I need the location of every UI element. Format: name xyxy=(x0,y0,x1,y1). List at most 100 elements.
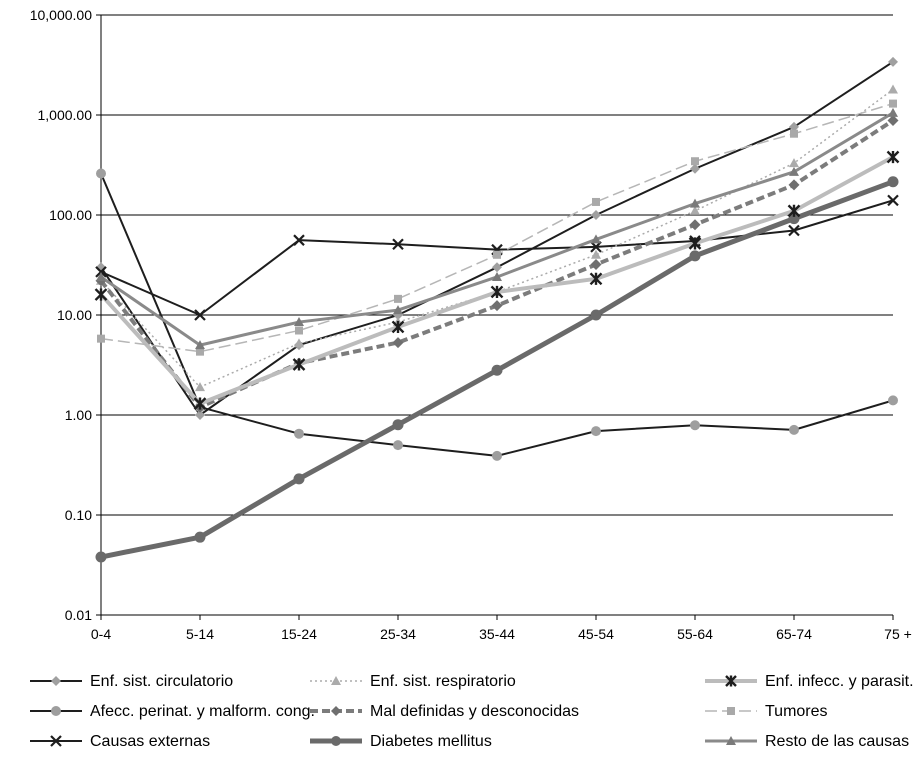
data-point xyxy=(788,213,800,225)
data-point xyxy=(789,424,799,435)
data-point xyxy=(690,420,700,431)
data-point xyxy=(591,249,601,259)
legend-label: Enf. sist. circulatorio xyxy=(90,673,233,690)
data-point xyxy=(394,294,402,303)
data-point xyxy=(592,197,600,206)
series-5 xyxy=(95,176,899,563)
legend-label: Resto de las causas xyxy=(765,733,909,750)
x-tick-label: 15-24 xyxy=(281,626,317,642)
data-point xyxy=(195,340,205,350)
x-tick-label: 65-74 xyxy=(776,626,812,642)
data-point xyxy=(492,450,502,461)
series-3 xyxy=(96,84,898,392)
data-point xyxy=(888,84,898,94)
legend-marker xyxy=(726,736,736,745)
data-point xyxy=(789,166,799,176)
data-point xyxy=(591,234,601,244)
data-point xyxy=(492,271,502,281)
x-tick-label: 35-44 xyxy=(479,626,515,642)
data-point xyxy=(691,157,699,166)
legend-label: Tumores xyxy=(765,703,828,720)
series-7 xyxy=(97,99,897,356)
legend-item: Enf. sist. respiratorio xyxy=(310,673,516,690)
x-tick-label: 45-54 xyxy=(578,626,614,642)
legend-item: Tumores xyxy=(705,703,828,720)
axes: 10,000.00 1,000.00 100.00 10.00 1.00 0.10 0.01… xyxy=(30,7,912,642)
data-point xyxy=(393,305,403,315)
data-point xyxy=(690,163,700,174)
legend-marker xyxy=(331,676,341,685)
data-point xyxy=(888,395,898,406)
data-point xyxy=(492,262,502,273)
data-point xyxy=(292,358,306,371)
legend-item: Enf. infecc. y parasit. xyxy=(705,673,914,690)
data-point xyxy=(293,473,305,485)
series-layer xyxy=(94,56,900,563)
data-point xyxy=(94,288,108,301)
data-point xyxy=(788,224,800,237)
data-point xyxy=(195,382,205,392)
data-point xyxy=(97,334,105,343)
series-8 xyxy=(96,107,898,350)
series-6 xyxy=(94,150,900,410)
y-tick-label: 100.00 xyxy=(49,207,92,223)
data-point xyxy=(688,237,702,250)
data-point xyxy=(193,397,207,410)
data-point xyxy=(493,250,501,259)
y-tick-label: 10,000.00 xyxy=(30,7,92,23)
legend-item: Enf. sist. circulatorio xyxy=(30,673,233,690)
legend-marker xyxy=(51,706,61,716)
data-point xyxy=(690,198,700,208)
y-tick-label: 10.00 xyxy=(57,307,92,323)
legend-marker xyxy=(331,736,341,746)
legend-label: Mal definidas y desconocidas xyxy=(370,703,579,720)
data-point xyxy=(195,410,205,420)
data-point xyxy=(589,272,603,286)
data-point xyxy=(391,320,405,334)
legend-item: Causas externas xyxy=(30,733,210,750)
series-line xyxy=(100,88,894,388)
data-point xyxy=(490,285,504,299)
legend-label: Enf. sist. respiratorio xyxy=(370,673,516,690)
data-point xyxy=(591,426,601,437)
data-point xyxy=(294,428,304,439)
legend-marker xyxy=(725,675,737,687)
y-tick-label: 0.10 xyxy=(65,507,92,523)
legend-item: Mal definidas y desconocidas xyxy=(310,703,579,720)
legend-marker xyxy=(727,707,735,715)
data-point xyxy=(392,238,404,251)
data-point xyxy=(194,309,206,321)
legend-item: Diabetes mellitus xyxy=(310,733,492,750)
data-point xyxy=(788,179,800,191)
legend-marker xyxy=(331,706,341,716)
data-point xyxy=(96,271,106,281)
data-point xyxy=(887,194,899,207)
data-point xyxy=(590,309,602,321)
y-tick-label: 1,000.00 xyxy=(38,107,93,123)
legend-label: Causas externas xyxy=(90,733,210,750)
data-point xyxy=(96,168,106,179)
data-point xyxy=(295,326,303,335)
data-point xyxy=(886,150,900,164)
data-point xyxy=(392,419,404,431)
x-tick-label: 55-64 xyxy=(677,626,713,642)
legend-label: Diabetes mellitus xyxy=(370,733,492,750)
data-point xyxy=(491,300,503,312)
y-tick-label: 1.00 xyxy=(65,407,92,423)
legend-label: Afecc. perinat. y malform. cong. xyxy=(90,703,315,720)
data-point xyxy=(690,205,700,215)
data-point xyxy=(392,337,404,349)
data-point xyxy=(887,176,899,188)
data-point xyxy=(790,129,798,138)
data-point xyxy=(393,440,403,451)
data-point xyxy=(789,158,799,168)
data-point xyxy=(888,56,898,67)
data-point xyxy=(294,338,304,348)
data-point xyxy=(590,241,602,253)
data-point xyxy=(889,99,897,108)
legend: Enf. sist. circulatorio Afecc. perinat. y… xyxy=(30,673,914,750)
data-point xyxy=(888,107,898,117)
data-point xyxy=(887,115,899,127)
data-point xyxy=(294,317,304,327)
